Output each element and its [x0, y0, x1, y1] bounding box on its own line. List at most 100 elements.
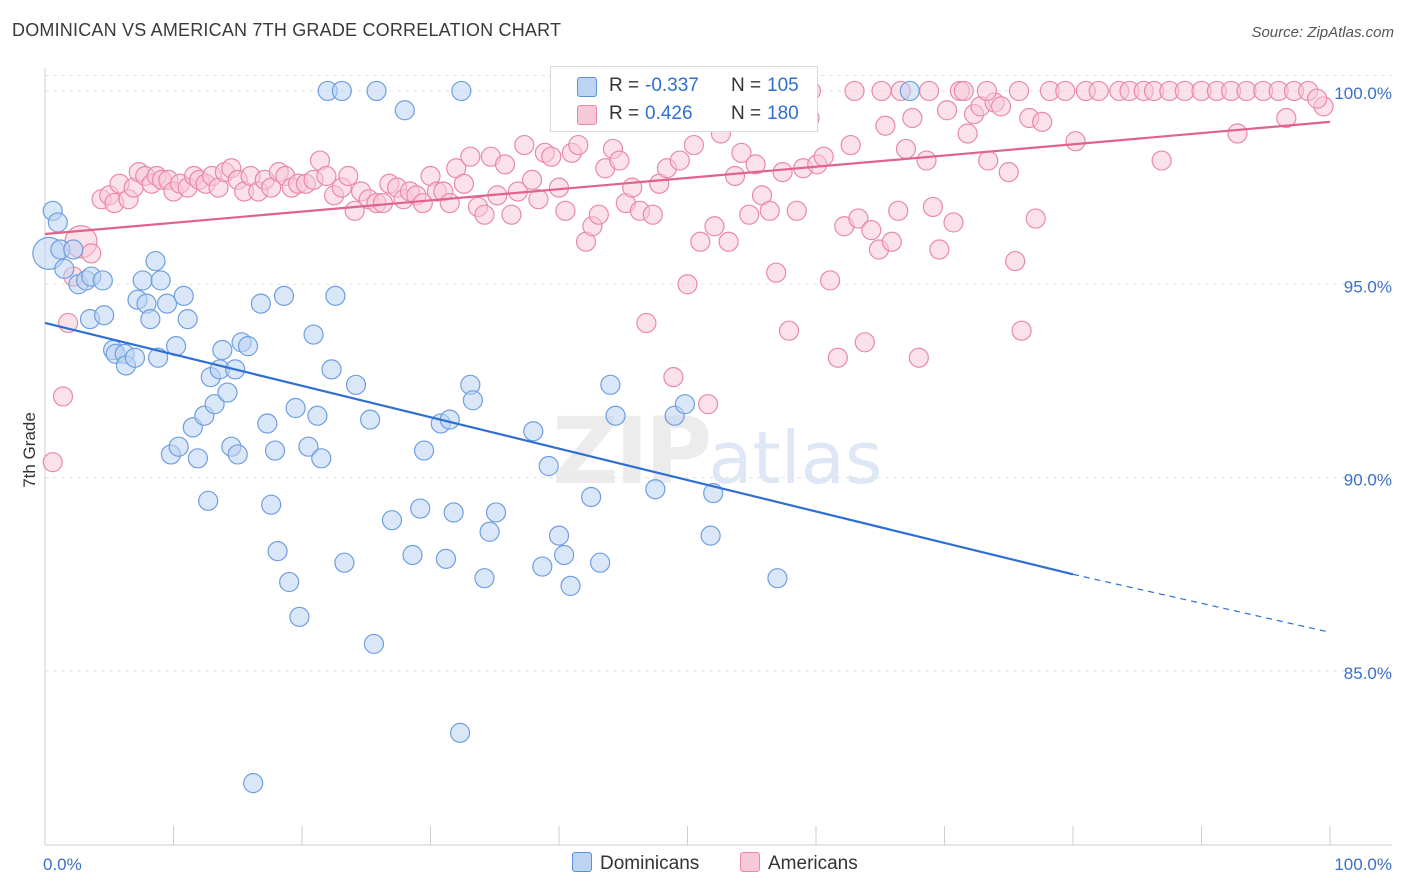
- american-point: [929, 239, 950, 260]
- y-axis-label: 7th Grade: [20, 412, 39, 488]
- american-point: [642, 204, 663, 225]
- dominican-point: [560, 575, 581, 597]
- american-point: [1055, 80, 1076, 102]
- american-point: [916, 150, 937, 171]
- n-label: N =: [731, 75, 762, 96]
- american-point: [439, 192, 460, 214]
- dominican-point: [581, 486, 602, 508]
- american-point: [81, 243, 102, 264]
- y-tick-label: 95.0%: [1344, 277, 1392, 296]
- american-point: [528, 189, 549, 210]
- dominican-point: [250, 293, 271, 314]
- dominican-point: [140, 308, 161, 330]
- y-tick-label: 85.0%: [1344, 664, 1392, 683]
- dominicans-swatch: [577, 77, 597, 97]
- dominican-point: [54, 258, 75, 279]
- dominican-point: [449, 722, 471, 743]
- american-point: [844, 80, 865, 102]
- n-value: 180: [767, 103, 799, 124]
- chart-title: DOMINICAN VS AMERICAN 7TH GRADE CORRELAT…: [12, 20, 562, 40]
- american-point: [875, 115, 896, 136]
- dominican-point: [443, 502, 464, 523]
- dominican-point: [156, 293, 178, 314]
- american-point: [412, 192, 433, 214]
- american-point: [745, 154, 766, 175]
- dominican-point: [451, 80, 472, 102]
- american-point: [1011, 320, 1032, 341]
- american-point: [568, 134, 589, 156]
- american-point: [820, 270, 841, 291]
- american-point: [704, 216, 725, 237]
- trend-lines: [44, 120, 1331, 633]
- american-point: [1307, 88, 1328, 109]
- dominican-point: [674, 394, 696, 415]
- american-point: [976, 80, 998, 102]
- legend-dominicans-label: Dominicans: [600, 853, 700, 874]
- dominican-point: [264, 440, 286, 461]
- watermark-atlas: atlas: [708, 416, 883, 500]
- american-point: [1008, 80, 1030, 102]
- american-point: [663, 366, 684, 388]
- dominican-point: [92, 270, 113, 291]
- american-point: [521, 169, 543, 190]
- american-point: [52, 386, 74, 407]
- american-point: [978, 150, 999, 171]
- american-point: [1088, 80, 1109, 102]
- dominican-point: [303, 324, 324, 345]
- dominican-point: [217, 382, 238, 403]
- dominican-point: [538, 455, 559, 477]
- dominican-point: [227, 444, 248, 465]
- american-point: [813, 146, 834, 167]
- dominican-point: [474, 568, 495, 589]
- dominican-point: [212, 339, 233, 361]
- american-point: [1005, 250, 1026, 272]
- american-point: [316, 165, 337, 187]
- legend-dominicans[interactable]: Dominicans: [572, 852, 699, 875]
- american-point: [998, 162, 1019, 183]
- dominican-point: [402, 544, 423, 566]
- legend-americans[interactable]: Americans: [740, 852, 858, 875]
- american-point: [460, 146, 481, 167]
- americans-swatch: [577, 105, 597, 125]
- dominican-point: [360, 409, 381, 430]
- dominican-point: [345, 374, 367, 395]
- american-point: [953, 80, 974, 102]
- american-point: [990, 96, 1012, 117]
- dominican-point: [257, 413, 278, 434]
- legend-americans-label: Americans: [768, 853, 858, 874]
- american-point: [731, 142, 752, 163]
- dominican-point: [325, 285, 346, 306]
- dominican-point: [590, 552, 611, 573]
- dominican-point: [94, 305, 115, 326]
- dominican-point: [145, 250, 166, 272]
- dominican-point: [289, 606, 310, 627]
- americans-points: [42, 80, 1334, 473]
- dominican-point: [645, 479, 666, 500]
- americans-trend-line: [44, 120, 1331, 236]
- american-point: [474, 204, 495, 225]
- american-point: [766, 262, 787, 283]
- american-point: [786, 200, 807, 221]
- dominican-point: [605, 405, 626, 426]
- dominican-point: [168, 436, 189, 457]
- american-point: [739, 204, 760, 225]
- dominican-point: [394, 100, 415, 121]
- dominican-point: [279, 571, 300, 593]
- american-point: [588, 204, 609, 225]
- dominicans-trend-line: [44, 321, 1074, 576]
- dominican-point: [700, 525, 721, 546]
- american-point: [42, 452, 63, 473]
- american-point: [724, 165, 746, 187]
- legend-row-dominicans: R = -0.337 N = 105: [551, 73, 817, 101]
- american-point: [669, 150, 690, 171]
- american-point: [1025, 208, 1046, 229]
- american-point: [609, 150, 630, 171]
- american-point: [902, 107, 923, 129]
- dominican-point: [307, 405, 328, 426]
- x-tick-label-min: 0.0%: [43, 855, 82, 874]
- dominican-point: [132, 270, 153, 291]
- dominican-point: [243, 773, 264, 794]
- dominican-point: [298, 436, 319, 457]
- y-tick-label: 90.0%: [1344, 471, 1392, 490]
